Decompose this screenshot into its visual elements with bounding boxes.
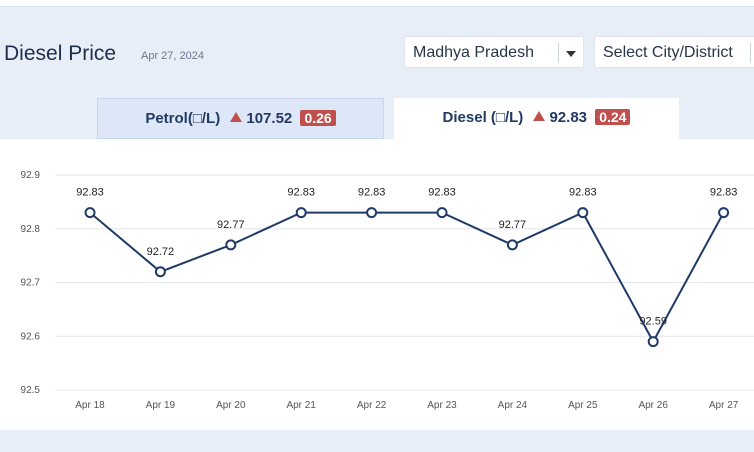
up-arrow-icon — [230, 112, 243, 122]
data-point[interactable] — [718, 207, 730, 219]
data-point[interactable] — [366, 207, 378, 219]
up-arrow-icon — [533, 111, 546, 121]
tab-petrol-label: Petrol(□/L) — [145, 110, 221, 127]
x-tick-label: Apr 21 — [286, 400, 316, 411]
header: Diesel Price Apr 27, 2024 Madhya Pradesh… — [0, 22, 754, 92]
x-tick-label: Apr 22 — [357, 400, 387, 411]
tab-petrol-price: 107.52 — [246, 110, 293, 127]
x-tick-label: Apr 26 — [638, 400, 668, 411]
data-point[interactable] — [436, 207, 448, 219]
data-point[interactable] — [225, 239, 237, 251]
data-label: 92.83 — [428, 187, 456, 199]
x-tick-label: Apr 23 — [427, 400, 457, 411]
city-select-value: Select City/District — [603, 44, 733, 61]
data-point[interactable] — [506, 239, 518, 251]
tab-petrol[interactable]: Petrol(□/L) 107.52 0.26 — [97, 98, 384, 139]
chevron-down-icon[interactable] — [566, 51, 576, 57]
y-tick-label: 92.5 — [21, 385, 41, 396]
price-date: Apr 27, 2024 — [141, 50, 204, 62]
data-point[interactable] — [577, 207, 589, 219]
data-point[interactable] — [647, 336, 659, 348]
y-tick-label: 92.9 — [21, 170, 41, 181]
data-point[interactable] — [295, 207, 307, 219]
select-divider — [750, 43, 751, 63]
tab-diesel-label: Diesel (□/L) — [442, 109, 524, 126]
data-point[interactable] — [154, 266, 166, 278]
line-chart: 92.9 92.8 92.7 92.6 92.5 Apr 18 Apr 19 Apr 20 A… — [21, 170, 754, 411]
data-point[interactable] — [84, 207, 96, 219]
y-tick-label: 92.6 — [21, 331, 41, 342]
price-chart: 92.9 92.8 92.7 92.6 92.5 Apr 18 Apr 19 Apr 20 A… — [0, 139, 754, 430]
data-label: 92.83 — [287, 187, 315, 199]
state-select[interactable]: Madhya Pradesh — [404, 36, 584, 68]
select-divider — [558, 43, 559, 63]
y-tick-label: 92.8 — [21, 224, 41, 235]
data-label: 92.83 — [710, 187, 738, 199]
data-label: 92.59 — [639, 316, 667, 328]
page-title: Diesel Price — [4, 42, 117, 65]
x-tick-label: Apr 20 — [216, 400, 246, 411]
data-label: 92.72 — [147, 246, 175, 258]
city-select[interactable]: Select City/District — [594, 36, 754, 68]
y-tick-label: 92.7 — [21, 278, 41, 289]
x-tick-label: Apr 18 — [75, 400, 105, 411]
data-label: 92.83 — [569, 187, 597, 199]
x-tick-label: Apr 25 — [568, 400, 598, 411]
tab-diesel[interactable]: Diesel (□/L) 92.83 0.24 — [394, 98, 679, 141]
data-label: 92.77 — [499, 219, 527, 231]
x-tick-label: Apr 24 — [498, 400, 528, 411]
tab-petrol-change-badge: 0.26 — [300, 110, 336, 126]
data-label: 92.77 — [217, 219, 245, 231]
series-line — [89, 211, 725, 344]
x-tick-label: Apr 27 — [709, 400, 739, 411]
tab-diesel-change-badge: 0.24 — [595, 109, 631, 125]
x-tick-label: Apr 19 — [146, 400, 176, 411]
data-label: 92.83 — [76, 187, 104, 199]
top-strip — [0, 0, 754, 7]
data-label: 92.83 — [358, 187, 386, 199]
state-select-value: Madhya Pradesh — [413, 44, 534, 61]
tab-diesel-price: 92.83 — [549, 109, 588, 126]
